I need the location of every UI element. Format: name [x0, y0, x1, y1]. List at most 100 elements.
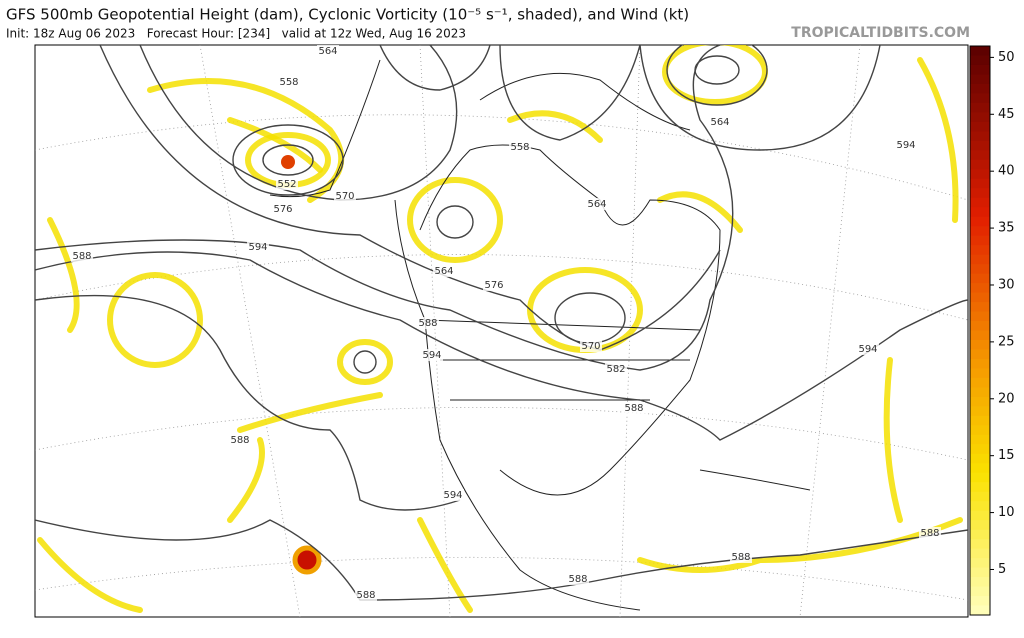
colorbar-segment	[970, 482, 990, 493]
colorbar-tick-label: 5	[998, 562, 1006, 577]
label-bg	[509, 141, 531, 153]
label-bg	[580, 340, 602, 352]
colorbar-segment	[970, 283, 990, 294]
contour-label: 552	[277, 179, 296, 190]
colorbar-segment	[970, 567, 990, 578]
label-bg	[276, 178, 298, 190]
label-bg	[433, 265, 455, 277]
colorbar-segment	[970, 472, 990, 483]
colorbar-segment	[970, 302, 990, 313]
colorbar-segment	[970, 577, 990, 588]
contour-label: 564	[587, 199, 606, 210]
colorbar-segment	[970, 368, 990, 379]
label-bg	[857, 343, 879, 355]
colorbar-segment	[970, 444, 990, 455]
label-bg	[442, 489, 464, 501]
contour-label: 588	[418, 318, 437, 329]
height-contours	[35, 45, 968, 601]
colorbar-segment	[970, 64, 990, 75]
storm-core	[292, 545, 322, 575]
label-bg	[567, 573, 589, 585]
colorbar-segment	[970, 425, 990, 436]
contour-label: 558	[279, 77, 298, 88]
contour-label: 588	[624, 403, 643, 414]
label-bg	[317, 45, 339, 57]
label-bg	[355, 589, 377, 601]
contour-labels: 564 558 552 570 576 594 588 558 564 564 576 588 594 5…	[71, 45, 941, 601]
colorbar-segment	[970, 74, 990, 85]
contour-label: 594	[248, 242, 267, 253]
colorbar-segment	[970, 605, 990, 616]
graticule	[35, 45, 968, 617]
colorbar-segment	[970, 55, 990, 66]
colorbar-segment	[970, 102, 990, 113]
label-bg	[919, 527, 941, 539]
colorbar-segment	[970, 235, 990, 246]
colorbar-tick-label: 20	[998, 391, 1015, 406]
colorbar-segment	[970, 197, 990, 208]
colorbar-segment	[970, 558, 990, 569]
contour-label: 582	[606, 364, 625, 375]
colorbar-segment	[970, 207, 990, 218]
contour-label: 570	[335, 191, 354, 202]
colorbar-segment	[970, 46, 990, 56]
contour-label: 588	[731, 552, 750, 563]
colorbar-segment	[970, 415, 990, 426]
colorbar-segment	[970, 463, 990, 474]
contour-label: 594	[422, 350, 441, 361]
contour-label: 594	[858, 344, 877, 355]
colorbar: 5 10 15 20 25 30 35 40 45 50	[969, 45, 1015, 616]
map-layers: 564 558 552 570 576 594 588 558 564 564 576 588 594 5…	[35, 45, 968, 617]
colorbar-segment	[970, 330, 990, 341]
colorbar-segment	[970, 188, 990, 199]
colorbar-segment	[970, 131, 990, 142]
contour-label: 570	[581, 341, 600, 352]
colorbar-segment	[970, 453, 990, 464]
colorbar-segment	[970, 434, 990, 445]
colorbar-segment	[970, 216, 990, 227]
contour-label: 588	[920, 528, 939, 539]
colorbar-tick-label: 25	[998, 334, 1015, 349]
colorbar-segment	[970, 83, 990, 94]
colorbar-segment	[970, 254, 990, 265]
label-bg	[71, 250, 93, 262]
colorbar-segment	[970, 358, 990, 369]
colorbar-tick-label: 45	[998, 107, 1015, 122]
colorbar-segment	[970, 548, 990, 559]
contour-label: 588	[230, 435, 249, 446]
colorbar-segment	[970, 501, 990, 512]
colorbar-segment	[970, 121, 990, 132]
colorbar-segment	[970, 264, 990, 275]
info: Init: 18z Aug 06 2023 Forecast Hour: [23…	[6, 27, 466, 41]
contour-label: 564	[710, 117, 729, 128]
colorbar-segment	[970, 349, 990, 360]
label-bg	[623, 402, 645, 414]
colorbar-segment	[970, 529, 990, 540]
colorbar-segment	[970, 377, 990, 388]
colorbar-segment	[970, 245, 990, 256]
label-bg	[895, 139, 917, 151]
label-bg	[229, 434, 251, 446]
contour-label: 576	[273, 204, 292, 215]
colorbar-segment	[970, 273, 990, 284]
contour-label: 564	[434, 266, 453, 277]
colorbar-segment	[970, 226, 990, 237]
colorbar-segment	[970, 539, 990, 550]
contour-label: 588	[356, 590, 375, 601]
contour-label: 594	[896, 140, 915, 151]
label-bg	[247, 241, 269, 253]
label-bg	[730, 551, 752, 563]
contour-label: 576	[484, 280, 503, 291]
label-bg	[278, 76, 300, 88]
colorbar-tick-label: 15	[998, 448, 1015, 463]
colorbar-segment	[970, 586, 990, 597]
colorbar-segment	[970, 178, 990, 189]
source: TROPICALTIDBITS.COM	[791, 25, 970, 41]
colorbar-segment	[970, 510, 990, 521]
vort-max	[281, 155, 295, 169]
label-bg	[417, 317, 439, 329]
colorbar-segment	[970, 396, 990, 407]
colorbar-segment	[970, 520, 990, 531]
label-bg	[605, 363, 627, 375]
colorbar-segment	[970, 93, 990, 104]
